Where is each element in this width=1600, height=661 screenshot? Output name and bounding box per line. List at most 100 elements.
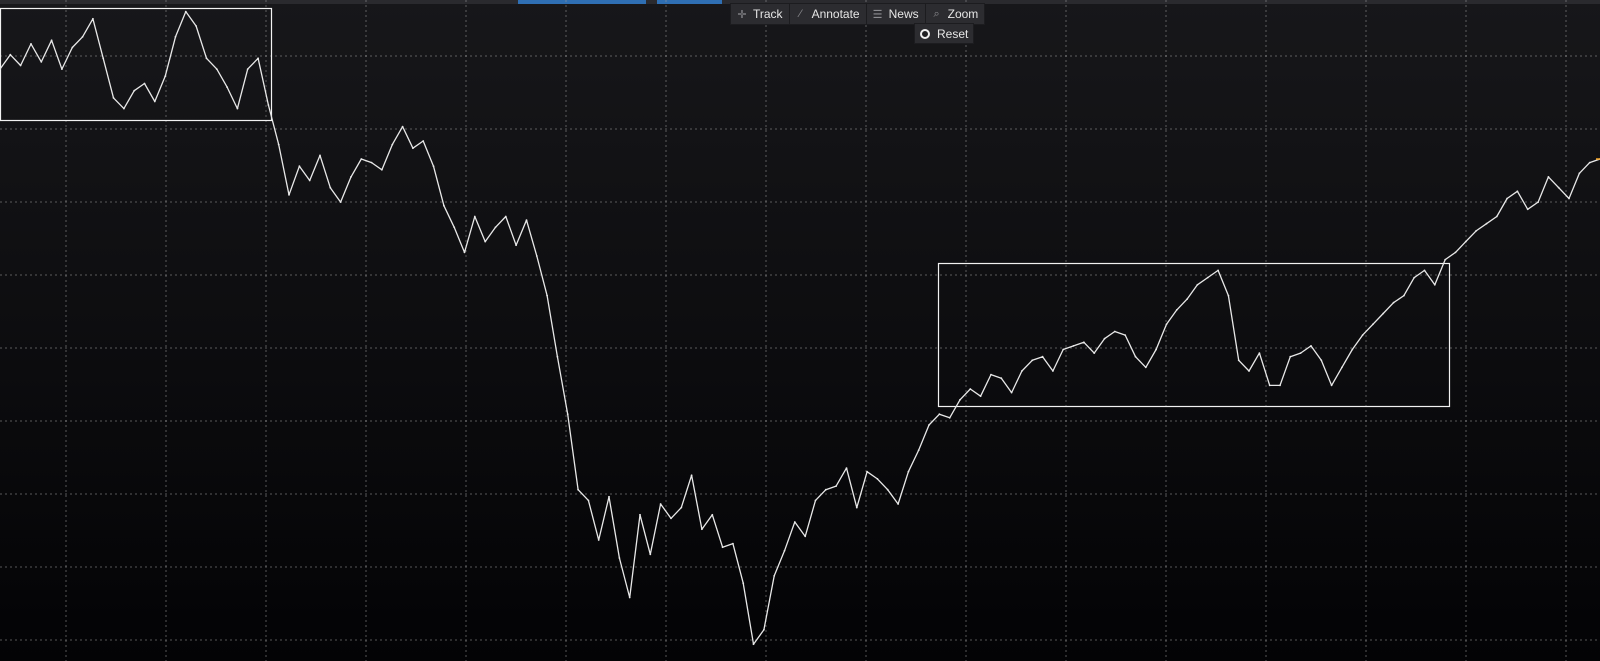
data-point — [577, 488, 579, 491]
data-point — [1165, 323, 1168, 326]
data-point — [370, 161, 373, 164]
data-point — [1588, 161, 1591, 164]
data-point — [174, 35, 177, 38]
data-point — [546, 294, 548, 297]
data-point — [71, 46, 74, 49]
data-point — [1144, 366, 1147, 369]
zoom-label: Zoom — [947, 7, 979, 21]
data-point — [1010, 391, 1013, 394]
data-point — [81, 35, 84, 38]
news-label: News — [888, 7, 919, 21]
data-point — [9, 53, 12, 56]
data-point — [453, 226, 456, 229]
data-point — [670, 517, 672, 520]
track-button[interactable]: ✛ Track — [731, 4, 790, 24]
data-point — [236, 107, 239, 110]
data-point — [205, 57, 208, 60]
reset-button[interactable]: Reset — [914, 23, 975, 44]
data-point — [535, 255, 538, 257]
data-point — [195, 25, 198, 27]
data-point — [1475, 230, 1477, 232]
data-point — [1113, 330, 1116, 333]
news-button[interactable]: ☰ News — [867, 4, 926, 24]
data-point — [298, 165, 301, 168]
zoom-button[interactable]: ⌕ Zoom — [926, 4, 985, 24]
data-point — [732, 542, 734, 545]
data-point — [1021, 370, 1023, 372]
data-point — [1413, 276, 1416, 279]
data-point — [1330, 384, 1333, 387]
data-point — [412, 147, 414, 150]
data-point — [1361, 334, 1364, 336]
data-point — [463, 251, 466, 254]
data-point — [92, 17, 94, 20]
data-point — [329, 186, 332, 189]
data-point — [804, 535, 807, 538]
data-point — [876, 478, 879, 480]
data-point — [1103, 337, 1106, 340]
data-point — [1516, 190, 1519, 193]
data-point — [1506, 197, 1508, 200]
data-point — [112, 97, 115, 99]
data-point — [226, 86, 229, 88]
data-point — [1392, 301, 1395, 304]
data-point — [917, 449, 920, 451]
data-point — [773, 575, 776, 577]
data-point — [835, 485, 837, 487]
data-point — [1557, 186, 1560, 189]
data-point — [959, 398, 961, 401]
data-point — [1155, 348, 1157, 351]
data-point — [1382, 312, 1385, 315]
crosshair-icon: ✛ — [737, 8, 747, 21]
data-point — [277, 143, 280, 146]
data-point — [391, 143, 394, 146]
data-point — [504, 215, 507, 218]
data-point — [1351, 348, 1354, 351]
data-point — [990, 373, 992, 376]
data-point — [721, 546, 724, 549]
data-point — [556, 355, 559, 358]
data-point — [50, 39, 53, 42]
data-point — [1485, 222, 1488, 225]
data-point — [257, 57, 259, 60]
data-point — [866, 470, 868, 473]
data-point — [339, 201, 342, 204]
data-point — [319, 154, 321, 157]
data-point — [1299, 352, 1302, 354]
active-tab-marker[interactable] — [518, 0, 646, 4]
data-point — [1403, 294, 1405, 297]
data-point — [1083, 341, 1085, 344]
annotate-button[interactable]: ⁄ Annotate — [790, 4, 867, 24]
top-tab-strip — [0, 0, 1600, 4]
magnifier-icon: ⌕ — [933, 7, 940, 20]
data-point — [1310, 345, 1312, 347]
data-point — [40, 61, 43, 63]
data-point — [907, 470, 910, 473]
data-point — [1227, 294, 1230, 297]
data-point — [164, 75, 167, 78]
secondary-tab-marker[interactable] — [657, 0, 722, 4]
data-point — [690, 474, 693, 477]
data-point — [1000, 377, 1003, 380]
data-point — [515, 244, 517, 247]
data-point — [938, 413, 941, 416]
data-point — [288, 194, 290, 196]
data-point — [752, 643, 755, 646]
data-point — [484, 240, 487, 243]
data-point — [1568, 197, 1570, 200]
newspaper-icon: ☰ — [872, 8, 883, 21]
track-label: Track — [753, 7, 783, 21]
data-point — [1072, 345, 1075, 347]
data-point — [649, 553, 652, 556]
data-point — [61, 68, 63, 70]
data-point — [1320, 359, 1323, 362]
data-point — [1217, 269, 1219, 272]
data-point — [153, 100, 156, 103]
data-point — [133, 89, 136, 92]
data-point — [525, 219, 528, 222]
data-point — [742, 582, 745, 584]
data-point — [184, 10, 187, 13]
data-point — [1444, 258, 1447, 261]
data-point — [969, 388, 972, 390]
